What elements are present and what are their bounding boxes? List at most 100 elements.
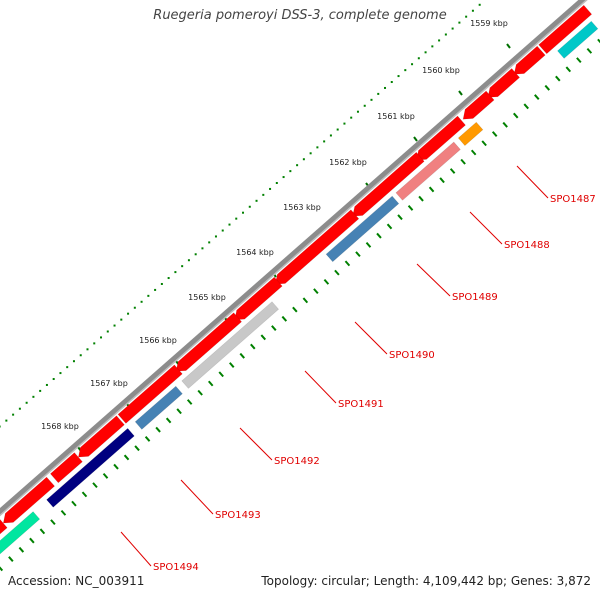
reverse-gene-block	[46, 427, 135, 508]
inner-tick	[113, 463, 119, 470]
outer-dot	[444, 33, 447, 36]
outer-dot	[32, 395, 35, 398]
label-leader-line	[120, 531, 152, 567]
outer-dot	[45, 383, 48, 386]
inner-tick	[218, 371, 224, 378]
inner-tick	[555, 75, 561, 82]
outer-dot	[390, 81, 393, 84]
outer-dot	[309, 152, 312, 155]
reverse-gene-block	[0, 511, 41, 555]
outer-dot	[397, 75, 400, 78]
outer-dot	[120, 318, 123, 321]
backbone-shadow	[0, 0, 588, 517]
gene-label: SPO1490	[389, 350, 435, 361]
inner-tick	[39, 528, 46, 535]
inner-tick	[81, 491, 88, 498]
inner-tick	[565, 66, 572, 73]
outer-dot	[417, 57, 420, 60]
label-leader-line	[304, 370, 337, 404]
inner-tick	[176, 408, 182, 415]
tick-label: 1565 kbp	[188, 293, 226, 302]
reverse-gene-block	[457, 121, 484, 147]
inner-tick	[449, 168, 456, 174]
tick-label: 1568 kbp	[41, 422, 79, 431]
gene-label: SPO1491	[338, 399, 384, 410]
outer-dot	[201, 247, 204, 250]
reverse-strand-features	[0, 20, 599, 555]
inner-tick-ring	[0, 38, 600, 572]
major-tick	[506, 43, 511, 49]
outer-dot	[411, 63, 414, 66]
outer-dot	[5, 419, 8, 422]
outer-dot	[377, 92, 380, 95]
inner-tick	[92, 482, 98, 489]
inner-tick	[586, 47, 593, 54]
inner-tick	[397, 214, 403, 221]
tick-label: 1567 kbp	[90, 379, 128, 388]
inner-tick	[439, 177, 445, 184]
inner-tick	[344, 260, 351, 267]
outer-dot	[133, 306, 136, 309]
gene-label: SPO1493	[215, 510, 261, 521]
inner-tick	[250, 343, 256, 350]
outer-dot	[52, 378, 55, 381]
forward-gene-arrow	[2, 476, 56, 524]
inner-tick	[376, 232, 382, 239]
outer-dot	[458, 21, 461, 24]
reverse-gene-block	[134, 385, 183, 430]
outer-dot	[12, 413, 15, 416]
outer-dot	[282, 176, 285, 179]
outer-dot	[214, 235, 217, 238]
tick-label: 1562 kbp	[329, 158, 367, 167]
inner-tick	[144, 436, 151, 442]
inner-tick	[229, 362, 235, 368]
outer-dot	[228, 223, 231, 226]
inner-tick	[50, 519, 56, 526]
inner-tick	[155, 426, 161, 433]
outer-dot	[66, 366, 69, 369]
inner-tick	[134, 445, 140, 452]
outer-dot	[478, 3, 481, 6]
outer-dot	[316, 146, 319, 149]
inner-tick	[197, 389, 203, 396]
inner-tick	[491, 131, 498, 137]
gene-label: SPO1487	[550, 194, 596, 205]
inner-tick	[502, 121, 508, 128]
forward-gene-arrow	[175, 312, 243, 372]
outer-dot	[221, 229, 224, 232]
inner-tick	[355, 251, 361, 258]
inner-tick	[407, 205, 414, 211]
label-leader-line	[239, 427, 273, 461]
accession-text: Accession: NC_003911	[8, 574, 145, 588]
inner-tick	[470, 149, 477, 156]
inner-tick	[534, 94, 540, 100]
inner-tick	[207, 380, 214, 387]
forward-gene-arrow	[0, 518, 8, 535]
outer-dot	[93, 342, 96, 345]
label-leader-line	[180, 479, 214, 515]
tick-label: 1566 kbp	[139, 336, 177, 345]
outer-dot	[431, 45, 434, 48]
inner-tick	[71, 500, 77, 507]
inner-tick	[460, 158, 466, 165]
outer-dot	[167, 277, 170, 280]
outer-dot	[194, 253, 197, 256]
tick-label: 1563 kbp	[283, 203, 321, 212]
outer-dot	[154, 288, 157, 291]
label-leader-line	[516, 165, 549, 199]
outer-dotted-ring	[0, 3, 511, 452]
outer-dot	[269, 187, 272, 190]
outer-dot	[404, 69, 407, 72]
label-leader-line	[469, 211, 503, 245]
inner-tick	[186, 399, 193, 405]
major-tick	[413, 136, 418, 142]
forward-gene-arrow	[78, 415, 125, 458]
forward-gene-arrow	[513, 45, 546, 75]
inner-tick	[18, 546, 25, 553]
gene-label: SPO1489	[452, 292, 498, 303]
outer-dot	[350, 116, 353, 119]
tick-label: 1559 kbp	[470, 19, 508, 28]
inner-tick	[8, 556, 14, 562]
forward-gene-arrow	[49, 452, 83, 484]
